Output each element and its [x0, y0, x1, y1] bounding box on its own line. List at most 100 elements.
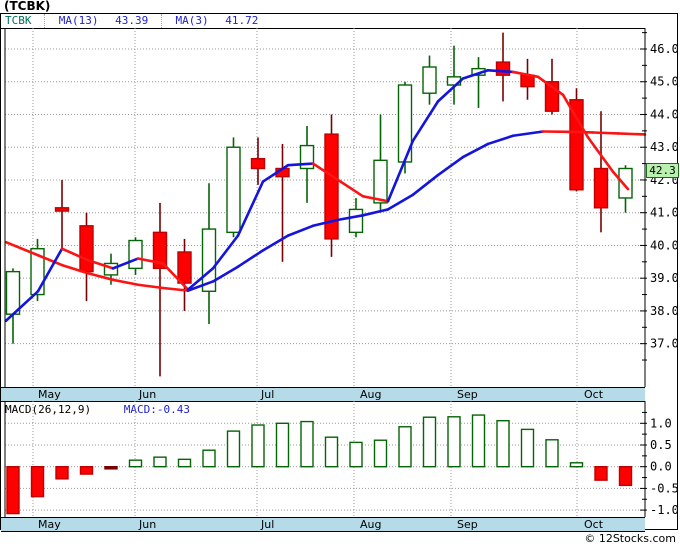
candle-body: [348, 208, 364, 234]
price-axis-label: 38.0: [650, 304, 679, 318]
candle-body: [495, 61, 511, 76]
ma3-line-segment: [336, 178, 365, 198]
price-axis-label: 41.0: [650, 206, 679, 220]
candle-body: [422, 66, 437, 94]
price-chart-canvas: 46.045.044.043.042.041.040.039.038.037.0: [4, 28, 679, 387]
month-label-sep: Sep: [457, 518, 478, 531]
month-label-jun: Jun: [139, 388, 157, 401]
month-label-jun: Jun: [139, 518, 157, 531]
ma3-line-segment: [261, 163, 290, 183]
ma13-line-segment: [411, 173, 440, 196]
ma3-line-segment: [386, 139, 415, 203]
macd-bar: [6, 465, 20, 515]
ma3-line-segment: [536, 75, 565, 97]
macd-bar: [79, 465, 94, 475]
watermark-12stocks: © 12Stocks.com: [584, 532, 676, 545]
ma13-line-segment: [436, 155, 465, 177]
macd-bar: [569, 462, 584, 468]
ma3-line-segment: [4, 289, 40, 323]
candle-body: [128, 239, 143, 270]
ma13-label: MA(13): [58, 14, 99, 27]
macd-bar: [300, 420, 314, 468]
macd-bar: [202, 449, 216, 468]
macd-params-label: MACD(26,12,9): [5, 403, 92, 416]
candle-body: [30, 248, 45, 296]
last-price-badge: 42.3: [646, 163, 679, 179]
macd-chart-canvas: 1.0 0.5 0.0 -0.5 -1.0: [4, 401, 679, 517]
ma3-line-segment: [361, 195, 390, 203]
price-chart-legend: TCBK MA(13) 43.39 MA(3) 41.72: [1, 14, 645, 29]
candle-body: [103, 262, 119, 276]
ma13-line-segment: [211, 265, 240, 283]
month-label-may: May: [38, 518, 61, 531]
ma3-line-segment: [436, 77, 465, 103]
ma13-line-segment: [4, 240, 40, 257]
ma3-line-segment: [311, 162, 340, 182]
ma13-line-segment: [361, 208, 390, 217]
macd-bar: [545, 439, 559, 468]
price-axis-label: 46.0: [650, 42, 679, 56]
macd-axis-label: -1.0: [650, 503, 679, 517]
ma13-line-segment: [616, 132, 647, 136]
month-axis-top: May Jun Jul Aug Sep Oct: [1, 387, 645, 402]
macd-bar: [471, 414, 486, 468]
macd-legend: MACD(26,12,9) MACD:-0.43: [5, 403, 190, 416]
ma13-line-segment: [511, 130, 545, 138]
macd-axis-label: 0.5: [650, 438, 672, 452]
month-label-oct: Oct: [584, 518, 604, 531]
macd-bar: [275, 422, 290, 468]
ma13-line-segment: [186, 280, 215, 292]
ma3-line-segment: [136, 257, 165, 265]
ma3-line-segment: [161, 262, 190, 291]
candle-body: [5, 270, 21, 315]
price-axis-label: 43.0: [650, 140, 679, 154]
ma3-line-segment: [36, 247, 64, 293]
ma13-line-segment: [86, 271, 115, 282]
month-label-aug: Aug: [360, 388, 382, 401]
candle-body: [324, 133, 339, 240]
candle-body: [152, 231, 168, 270]
ma3-line-segment: [86, 258, 115, 270]
macd-bar: [618, 465, 633, 487]
macd-bar: [349, 441, 363, 468]
macd-bar: [520, 428, 535, 468]
legend-divider: [44, 14, 46, 28]
ma3-line-segment: [211, 234, 240, 270]
ma3-line-segment: [286, 162, 315, 167]
price-axis-label: 44.0: [650, 107, 679, 121]
legend-divider: [160, 14, 163, 28]
ma13-line-segment: [386, 193, 415, 211]
ma13-line-segment: [236, 249, 265, 269]
price-axis-label: 39.0: [650, 271, 679, 285]
macd-axis-label: 1.0: [650, 416, 672, 430]
ma13-line-segment: [60, 263, 90, 275]
ma3-value: 41.72: [225, 14, 259, 27]
ma13-line-segment: [161, 286, 190, 292]
macd-bar: [398, 426, 412, 468]
ma3-line-segment: [236, 180, 265, 237]
macd-bar: [128, 459, 143, 468]
macd-bar: [496, 419, 510, 468]
ma3-line-segment: [60, 247, 90, 262]
ma13-line-segment: [136, 283, 165, 290]
ma13-line-segment: [336, 214, 365, 222]
candle-body: [618, 167, 633, 199]
macd-bar: [226, 430, 241, 468]
ma3-line-segment: [186, 267, 215, 291]
candle-body: [79, 225, 94, 273]
price-axis-label: 40.0: [650, 238, 679, 252]
ma3-line-segment: [511, 70, 540, 79]
page-title: (TCBK): [4, 0, 51, 13]
macd-bar: [55, 465, 69, 480]
macd-bar: [153, 456, 167, 468]
macd-bar: [30, 465, 45, 498]
macd-bar: [177, 458, 192, 468]
macd-axis-label: -0.5: [650, 481, 679, 495]
macd-bar: [373, 439, 388, 468]
price-axis-label: 37.0: [650, 337, 679, 351]
month-label-sep: Sep: [457, 388, 478, 401]
candle-body: [593, 167, 609, 209]
ma3-line-segment: [411, 100, 440, 142]
candle-body: [177, 251, 192, 284]
